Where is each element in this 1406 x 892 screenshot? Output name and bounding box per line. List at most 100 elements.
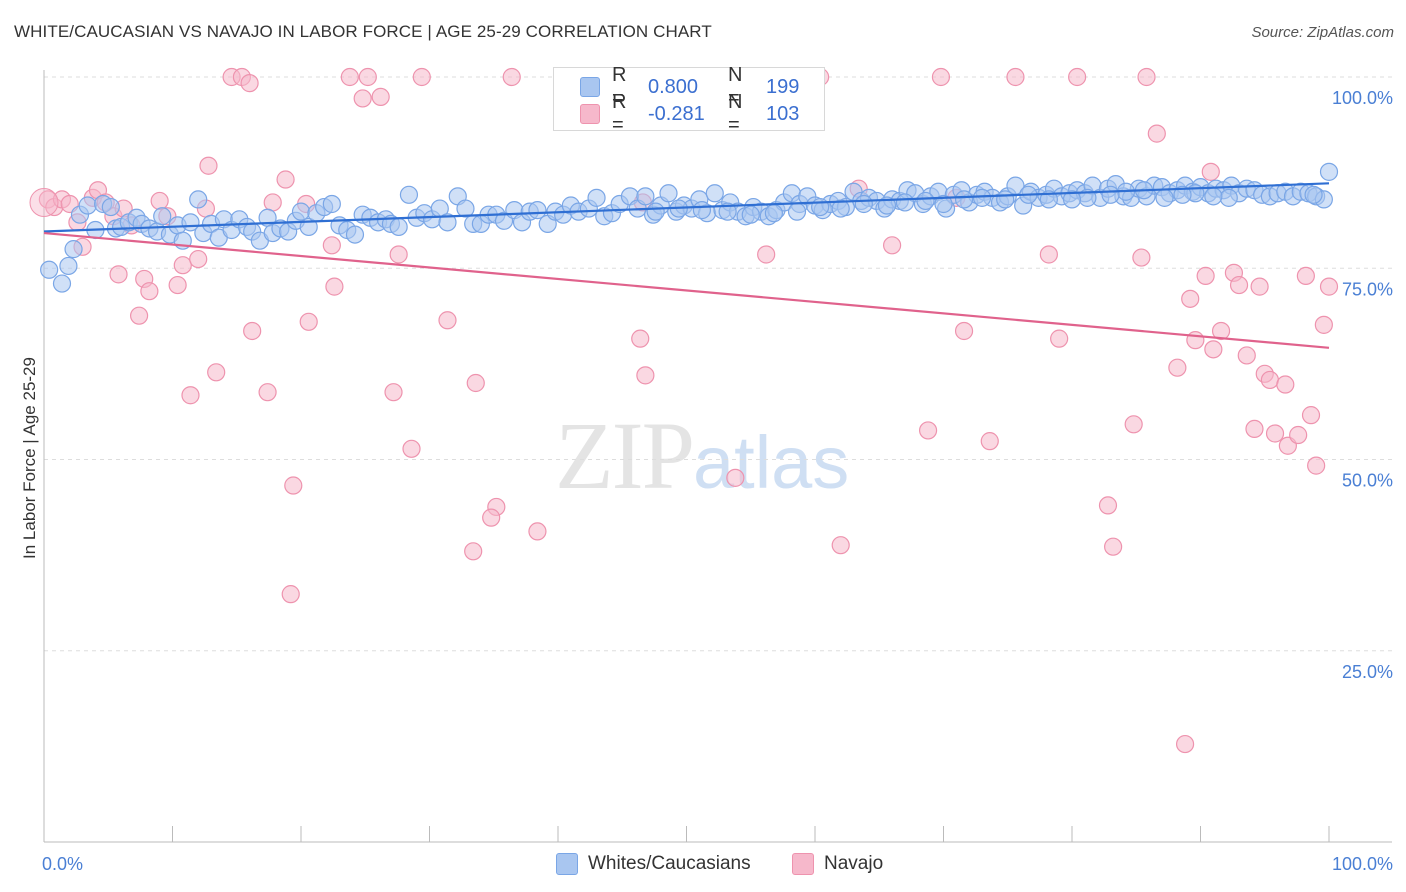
whites-point	[322, 194, 341, 214]
watermark-atlas: atlas	[693, 421, 850, 504]
legend-label-navajo: Navajo	[824, 853, 884, 874]
legend-n-value: 103	[766, 102, 800, 125]
whites-point	[996, 190, 1015, 209]
navajo-point	[1314, 315, 1333, 334]
navajo-point	[502, 67, 521, 87]
whites-trend-line	[43, 182, 1330, 233]
legend-swatch-whites	[556, 853, 578, 875]
whites-point	[345, 225, 365, 244]
navajo-point	[1147, 124, 1166, 143]
navajo-point	[1175, 734, 1195, 754]
navajo-point	[438, 311, 457, 330]
navajo-point	[189, 249, 208, 269]
whites-point	[877, 196, 897, 215]
navajo-point	[464, 542, 483, 561]
whites-point	[895, 193, 915, 212]
navajo-point	[402, 439, 421, 458]
whites-point	[1219, 188, 1238, 207]
legend-swatch-navajo	[792, 853, 814, 875]
navajo-point	[1068, 67, 1087, 87]
legend-r-label: R =	[612, 91, 627, 136]
legend-swatch-navajo	[580, 104, 600, 124]
tick-labels: 25.0% 50.0% 75.0% 100.0% 0.0% 100.0%	[42, 88, 1393, 874]
navajo-point	[1132, 248, 1151, 267]
navajo-point	[1260, 370, 1279, 390]
navajo-point	[258, 383, 277, 402]
navajo-points	[29, 67, 1339, 754]
navajo-point	[1196, 266, 1215, 285]
navajo-point	[353, 89, 372, 108]
y-tick-label: 100.0%	[1332, 88, 1393, 108]
whites-point	[1101, 185, 1120, 204]
navajo-point	[1245, 419, 1264, 438]
whites-point	[1039, 190, 1058, 209]
navajo-point	[1050, 329, 1069, 348]
navajo-point	[140, 282, 159, 301]
y-tick-label: 50.0%	[1342, 471, 1393, 491]
whites-point	[456, 199, 475, 218]
whites-point	[764, 204, 783, 223]
x-tick-label-max: 100.0%	[1332, 854, 1393, 874]
navajo-point	[1137, 67, 1156, 87]
legend-item-navajo[interactable]: Navajo	[792, 852, 883, 876]
navajo-point	[281, 585, 300, 604]
navajo-point	[882, 236, 902, 255]
legend-n-label: N =	[728, 64, 743, 109]
watermark-zip: ZIP	[555, 402, 695, 509]
navajo-point	[384, 383, 403, 402]
navajo-point	[371, 87, 390, 106]
navajo-point	[173, 256, 192, 275]
y-tick-label: 25.0%	[1342, 662, 1393, 682]
whites-point	[587, 188, 606, 207]
whites-point	[854, 194, 873, 214]
whites-point	[438, 213, 457, 232]
whites-point	[291, 202, 311, 221]
legend-n-value: 199	[766, 75, 800, 98]
navajo-point	[1186, 331, 1205, 350]
whites-point	[52, 274, 72, 293]
navajo-point	[466, 373, 485, 393]
navajo-point	[1250, 277, 1269, 296]
whites-point	[153, 207, 172, 226]
navajo-point	[263, 193, 282, 212]
navajo-point	[181, 386, 200, 405]
whites-point	[399, 185, 419, 204]
whites-point	[636, 187, 655, 206]
whites-point	[934, 194, 953, 214]
whites-point	[389, 217, 408, 237]
navajo-point	[168, 275, 187, 295]
whites-point	[78, 196, 97, 215]
whites-point	[646, 202, 665, 221]
navajo-point	[1319, 277, 1339, 296]
whites-point	[954, 190, 974, 209]
legend-r-label: R =	[612, 64, 627, 109]
whites-point	[659, 184, 678, 203]
chart-source: Source: ZipAtlas.com	[1251, 24, 1394, 41]
navajo-point	[1296, 266, 1315, 285]
navajo-point-large	[29, 187, 59, 217]
x-tick-label-min: 0.0%	[42, 854, 83, 874]
whites-point	[787, 202, 807, 221]
legend-n-label: N =	[728, 91, 743, 136]
navajo-point	[726, 468, 745, 487]
y-tick-label: 75.0%	[1342, 279, 1393, 299]
whites-point	[916, 191, 935, 211]
navajo-point	[243, 321, 262, 341]
navajo-point	[1039, 245, 1058, 264]
navajo-point	[954, 321, 974, 341]
whites-point	[101, 197, 120, 217]
navajo-point	[299, 312, 318, 331]
navajo-point	[284, 476, 303, 495]
grid-lines	[44, 76, 1392, 652]
chart-title: WHITE/CAUCASIAN VS NAVAJO IN LABOR FORCE…	[14, 22, 712, 41]
whites-point	[1155, 188, 1174, 207]
navajo-point	[325, 277, 344, 296]
whites-point	[40, 260, 59, 279]
whites-point	[528, 201, 547, 220]
navajo-point	[1265, 424, 1285, 443]
legend-r-value: 0.800	[648, 75, 699, 98]
navajo-point	[1006, 67, 1025, 87]
navajo-point	[276, 170, 295, 189]
legend-item-whites[interactable]: Whites/Caucasians	[556, 852, 751, 876]
